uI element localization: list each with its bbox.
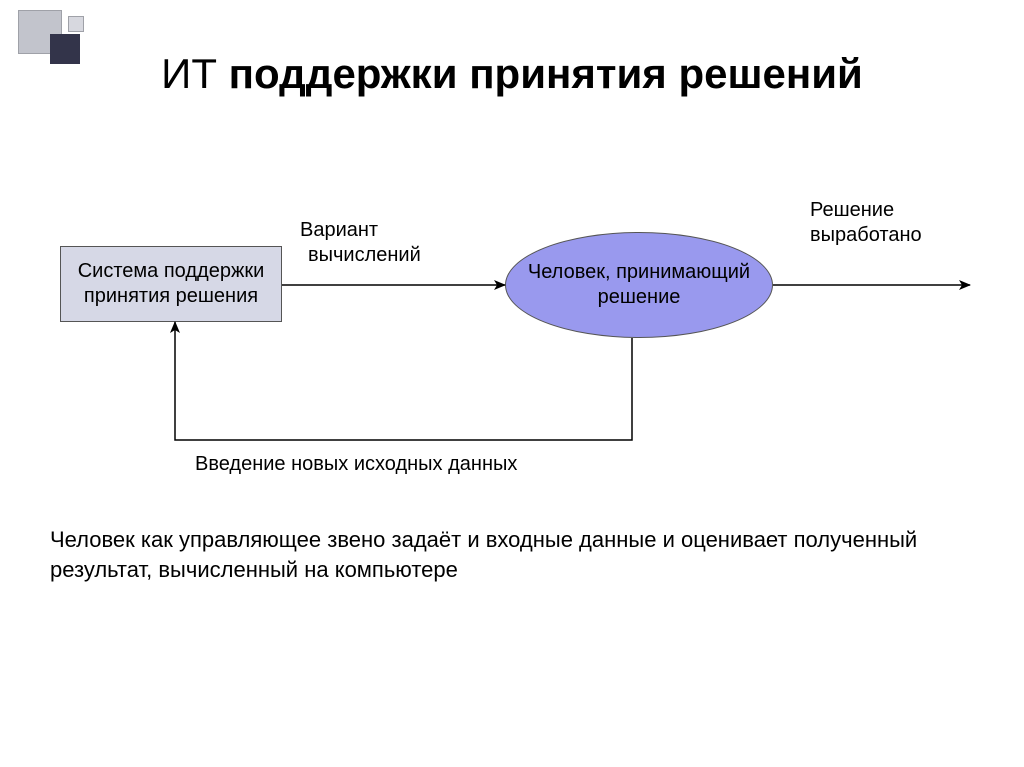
edge-feedback: [175, 322, 632, 440]
edge-label-variant: Вариант вычислений: [300, 218, 421, 268]
arrows-svg: [0, 0, 1024, 767]
edge-label-feedback: Введение новых исходных данных: [195, 452, 517, 477]
edge-label-solution: Решение выработано: [810, 198, 922, 248]
node-system-label: Система поддержки принятия решения: [69, 259, 273, 309]
footer-caption: Человек как управляющее звено задаёт и в…: [50, 525, 970, 584]
node-system: Система поддержки принятия решения: [60, 246, 282, 322]
node-human: Человек, принимающий решение: [505, 232, 773, 338]
flowchart: Система поддержки принятия решения Челов…: [0, 0, 1024, 767]
node-human-label: Человек, принимающий решение: [526, 260, 752, 310]
